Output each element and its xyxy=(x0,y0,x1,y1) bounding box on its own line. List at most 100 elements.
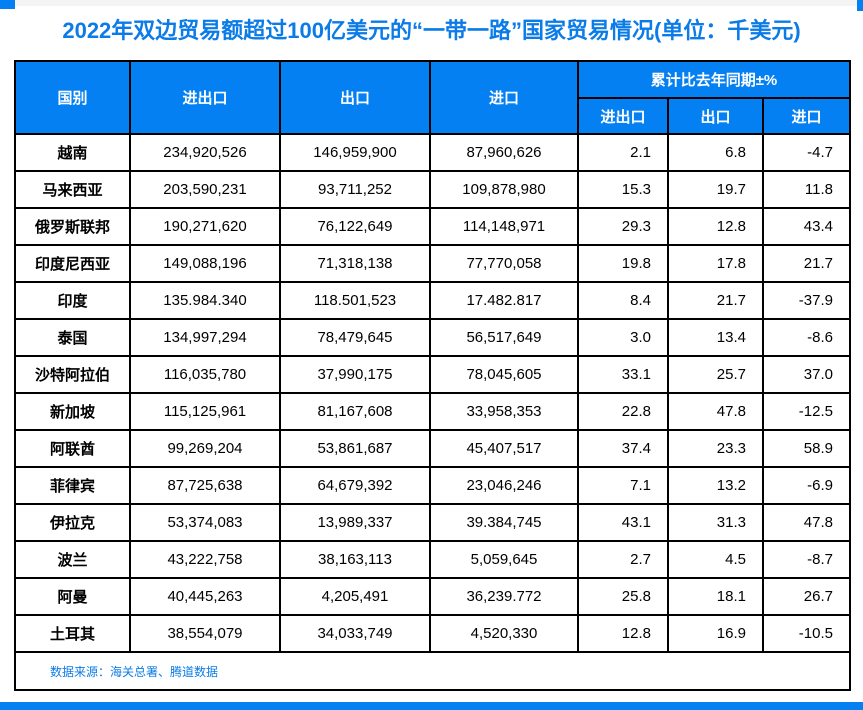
pct-cell: 16.9 xyxy=(667,614,764,653)
pct-cell: 37.4 xyxy=(577,429,669,468)
value-cell: 38,554,079 xyxy=(129,614,281,653)
country-cell: 阿曼 xyxy=(14,577,131,616)
value-cell: 99,269,204 xyxy=(129,429,281,468)
col-header-import-export: 进出口 xyxy=(129,60,281,135)
pct-cell: 3.0 xyxy=(577,318,669,357)
value-cell: 40,445,263 xyxy=(129,577,281,616)
country-cell: 沙特阿拉伯 xyxy=(14,355,131,394)
top-right-accent xyxy=(857,0,863,11)
pct-cell: 26.7 xyxy=(762,577,851,616)
value-cell: 64,679,392 xyxy=(279,466,431,505)
pct-cell: 43.4 xyxy=(762,207,851,246)
pct-cell: 19.7 xyxy=(667,170,764,209)
value-cell: 13,989,337 xyxy=(279,503,431,542)
table-row: 波兰 43,222,758 38,163,113 5,059,645 2.7 4.5 -8.… xyxy=(14,540,851,579)
value-cell: 146,959,900 xyxy=(279,133,431,172)
pct-cell: 19.8 xyxy=(577,244,669,283)
country-cell: 阿联酋 xyxy=(14,429,131,468)
value-cell: 203,590,231 xyxy=(129,170,281,209)
pct-cell: 21.7 xyxy=(667,281,764,320)
value-cell: 76,122,649 xyxy=(279,207,431,246)
value-cell: 36,239.772 xyxy=(429,577,579,616)
value-cell: 45,407,517 xyxy=(429,429,579,468)
pct-cell: 2.7 xyxy=(577,540,669,579)
pct-cell: 21.7 xyxy=(762,244,851,283)
data-source-note: 数据来源：海关总署、腾道数据 xyxy=(14,651,851,691)
pct-cell: 15.3 xyxy=(577,170,669,209)
col-header-export: 出口 xyxy=(279,60,431,135)
value-cell: 39.384,745 xyxy=(429,503,579,542)
bottom-accent-bar xyxy=(0,702,863,710)
top-strip xyxy=(0,0,863,6)
page-title: 2022年双边贸易额超过100亿美元的“一带一路”国家贸易情况(单位：千美元) xyxy=(62,18,801,43)
value-cell: 53,861,687 xyxy=(279,429,431,468)
country-cell: 俄罗斯联邦 xyxy=(14,207,131,246)
table-footer: 数据来源：海关总署、腾道数据 xyxy=(14,651,851,691)
country-cell: 越南 xyxy=(14,133,131,172)
pct-cell: 58.9 xyxy=(762,429,851,468)
pct-cell: 4.5 xyxy=(667,540,764,579)
country-cell: 波兰 xyxy=(14,540,131,579)
table-row: 阿联酋 99,269,204 53,861,687 45,407,517 37.4 23.… xyxy=(14,429,851,468)
pct-cell: -37.9 xyxy=(762,281,851,320)
col-header-yoy-import: 进口 xyxy=(762,97,851,135)
value-cell: 109,878,980 xyxy=(429,170,579,209)
pct-cell: -12.5 xyxy=(762,392,851,431)
value-cell: 78,479,645 xyxy=(279,318,431,357)
value-cell: 81,167,608 xyxy=(279,392,431,431)
pct-cell: -8.6 xyxy=(762,318,851,357)
pct-cell: 12.8 xyxy=(667,207,764,246)
pct-cell: 2.1 xyxy=(577,133,669,172)
table-row: 印度尼西亚 149,088,196 71,318,138 77,770,058 19.8… xyxy=(14,244,851,283)
header-row-top: 国别 进出口 出口 进口 累计比去年同期±% xyxy=(14,60,851,135)
header-row-sub: 进出口 出口 进口 xyxy=(15,97,851,135)
pct-cell: 22.8 xyxy=(577,392,669,431)
country-cell: 伊拉克 xyxy=(14,503,131,542)
value-cell: 87,725,638 xyxy=(129,466,281,505)
country-cell: 菲律宾 xyxy=(14,466,131,505)
pct-cell: 25.8 xyxy=(577,577,669,616)
col-header-yoy-export: 出口 xyxy=(667,97,764,135)
col-header-country: 国别 xyxy=(14,60,131,135)
pct-cell: 33.1 xyxy=(577,355,669,394)
table-body: 越南 234,920,526 146,959,900 87,960,626 2.1 6.8… xyxy=(14,133,851,653)
pct-cell: 31.3 xyxy=(667,503,764,542)
pct-cell: 12.8 xyxy=(577,614,669,653)
pct-cell: 29.3 xyxy=(577,207,669,246)
value-cell: 115,125,961 xyxy=(129,392,281,431)
value-cell: 4,205,491 xyxy=(279,577,431,616)
value-cell: 56,517,649 xyxy=(429,318,579,357)
value-cell: 33,958,353 xyxy=(429,392,579,431)
pct-cell: 7.1 xyxy=(577,466,669,505)
value-cell: 4,520,330 xyxy=(429,614,579,653)
table-row: 印度 135.984.340 118.501,523 17.482.817 8.4 21.… xyxy=(14,281,851,320)
pct-cell: 47.8 xyxy=(762,503,851,542)
table-row: 菲律宾 87,725,638 64,679,392 23,046,246 7.1 13.2… xyxy=(14,466,851,505)
trade-table: 国别 进出口 出口 进口 累计比去年同期±% 进出口 出口 进口 越南 234,9… xyxy=(14,60,851,691)
country-cell: 印度 xyxy=(14,281,131,320)
source-row: 数据来源：海关总署、腾道数据 xyxy=(14,651,851,691)
value-cell: 53,374,083 xyxy=(129,503,281,542)
pct-cell: 23.3 xyxy=(667,429,764,468)
table-row: 新加坡 115,125,961 81,167,608 33,958,353 22.8 47… xyxy=(14,392,851,431)
value-cell: 190,271,620 xyxy=(129,207,281,246)
value-cell: 43,222,758 xyxy=(129,540,281,579)
value-cell: 234,920,526 xyxy=(129,133,281,172)
pct-cell: 6.8 xyxy=(667,133,764,172)
pct-cell: 11.8 xyxy=(762,170,851,209)
pct-cell: -6.9 xyxy=(762,466,851,505)
table-row: 越南 234,920,526 146,959,900 87,960,626 2.1 6.8… xyxy=(14,133,851,172)
pct-cell: 25.7 xyxy=(667,355,764,394)
value-cell: 23,046,246 xyxy=(429,466,579,505)
pct-cell: -4.7 xyxy=(762,133,851,172)
value-cell: 116,035,780 xyxy=(129,355,281,394)
pct-cell: 17.8 xyxy=(667,244,764,283)
value-cell: 37,990,175 xyxy=(279,355,431,394)
table-row: 泰国 134,997,294 78,479,645 56,517,649 3.0 13.4… xyxy=(14,318,851,357)
table-row: 马来西亚 203,590,231 93,711,252 109,878,980 15.3… xyxy=(14,170,851,209)
value-cell: 38,163,113 xyxy=(279,540,431,579)
pct-cell: 37.0 xyxy=(762,355,851,394)
country-cell: 马来西亚 xyxy=(14,170,131,209)
col-header-yoy-import-export: 进出口 xyxy=(577,97,669,135)
